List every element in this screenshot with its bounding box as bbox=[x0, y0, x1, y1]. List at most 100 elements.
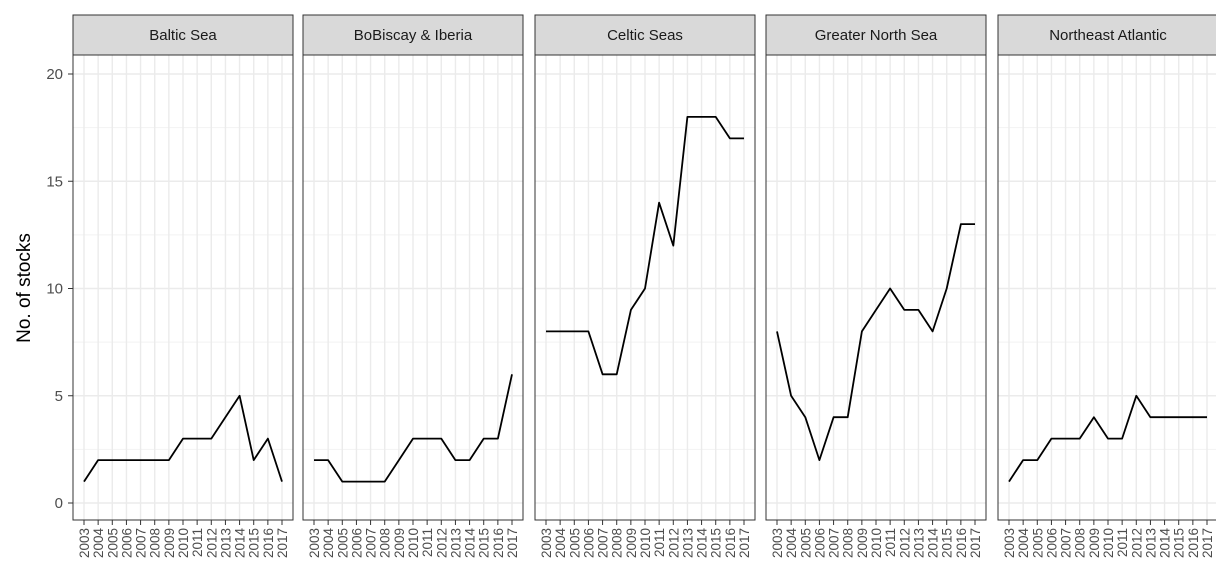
x-tick-label: 2009 bbox=[1087, 528, 1102, 558]
x-tick-label: 2017 bbox=[275, 528, 290, 558]
x-tick-label: 2010 bbox=[1101, 528, 1116, 558]
x-tick-label: 2015 bbox=[709, 528, 724, 558]
x-tick-label: 2007 bbox=[1059, 528, 1074, 558]
facet-title: Northeast Atlantic bbox=[1049, 27, 1167, 44]
x-tick-label: 2010 bbox=[176, 528, 191, 558]
facet-strip bbox=[997, 14, 1216, 56]
x-tick-label: 2011 bbox=[420, 528, 435, 557]
y-axis-label: No. of stocks bbox=[14, 233, 35, 343]
x-tick-label: 2012 bbox=[434, 528, 449, 558]
x-tick-label: 2015 bbox=[1172, 528, 1187, 558]
x-tick-label: 2007 bbox=[134, 528, 149, 558]
series-line bbox=[776, 223, 975, 462]
facet-title: Greater North Sea bbox=[815, 27, 938, 44]
x-tick-label: 2011 bbox=[190, 528, 205, 557]
x-tick-label: 2010 bbox=[638, 528, 653, 558]
x-tick-label: 2009 bbox=[855, 528, 870, 558]
y-tick-label: 20 bbox=[46, 66, 63, 83]
x-tick-label: 2006 bbox=[581, 528, 596, 558]
x-tick-label: 2003 bbox=[1002, 528, 1017, 558]
x-tick-label: 2006 bbox=[119, 528, 134, 558]
x-tick-label: 2016 bbox=[723, 528, 738, 558]
x-tick-label: 2009 bbox=[392, 528, 407, 558]
x-tick-label: 2016 bbox=[491, 528, 506, 558]
x-tick-label: 2003 bbox=[770, 528, 785, 558]
facet-strip bbox=[72, 14, 294, 56]
series-line bbox=[314, 374, 513, 483]
x-tick-label: 2008 bbox=[148, 528, 163, 558]
y-tick-label: 10 bbox=[46, 281, 63, 298]
x-tick-label: 2007 bbox=[827, 528, 842, 558]
x-tick-label: 2012 bbox=[897, 528, 912, 558]
x-tick-label: 2010 bbox=[406, 528, 421, 558]
x-tick-label: 2013 bbox=[1143, 528, 1158, 558]
panel-background bbox=[998, 55, 1216, 520]
x-tick-label: 2014 bbox=[463, 528, 478, 559]
x-tick-label: 2004 bbox=[91, 528, 106, 559]
y-tick-label: 5 bbox=[55, 388, 63, 405]
x-tick-label: 2005 bbox=[1030, 528, 1045, 558]
x-tick-label: 2005 bbox=[567, 528, 582, 558]
x-tick-label: 2010 bbox=[869, 528, 884, 558]
x-tick-label: 2009 bbox=[624, 528, 639, 558]
x-tick-label: 2014 bbox=[233, 528, 248, 559]
x-tick-label: 2005 bbox=[105, 528, 120, 558]
x-tick-label: 2015 bbox=[940, 528, 955, 558]
x-tick-label: 2008 bbox=[378, 528, 393, 558]
x-tick-label: 2008 bbox=[610, 528, 625, 558]
x-tick-label: 2017 bbox=[737, 528, 752, 558]
x-tick-label: 2006 bbox=[1044, 528, 1059, 558]
x-tick-label: 2008 bbox=[841, 528, 856, 558]
facet-strip bbox=[765, 14, 987, 56]
x-tick-label: 2007 bbox=[364, 528, 379, 558]
series-line bbox=[546, 116, 744, 376]
x-tick-label: 2016 bbox=[1186, 528, 1201, 558]
y-tick-label: 0 bbox=[55, 495, 63, 512]
x-tick-label: 2011 bbox=[652, 528, 667, 557]
x-tick-label: 2011 bbox=[883, 528, 898, 557]
x-tick-label: 2016 bbox=[954, 528, 969, 558]
facet-strip bbox=[534, 14, 756, 56]
x-tick-label: 2003 bbox=[539, 528, 554, 558]
x-tick-label: 2014 bbox=[1158, 528, 1173, 559]
series-line bbox=[83, 394, 283, 483]
x-tick-label: 2009 bbox=[162, 528, 177, 558]
x-tick-label: 2004 bbox=[321, 528, 336, 559]
facet-title: Celtic Seas bbox=[607, 27, 683, 44]
x-tick-label: 2015 bbox=[247, 528, 262, 558]
x-tick-label: 2017 bbox=[968, 528, 983, 558]
series-line bbox=[1008, 394, 1207, 483]
x-tick-label: 2012 bbox=[666, 528, 681, 558]
x-tick-label: 2006 bbox=[349, 528, 364, 558]
x-tick-label: 2014 bbox=[926, 528, 941, 559]
x-tick-label: 2012 bbox=[204, 528, 219, 558]
x-tick-label: 2017 bbox=[505, 528, 520, 558]
x-tick-label: 2013 bbox=[680, 528, 695, 558]
x-tick-label: 2005 bbox=[798, 528, 813, 558]
x-tick-label: 2013 bbox=[448, 528, 463, 558]
x-tick-label: 2004 bbox=[1016, 528, 1031, 559]
x-tick-label: 2012 bbox=[1129, 528, 1144, 558]
x-tick-label: 2017 bbox=[1200, 528, 1215, 558]
y-tick-label: 15 bbox=[46, 173, 63, 190]
facet-title: Baltic Sea bbox=[149, 27, 217, 44]
facet-strip bbox=[302, 14, 524, 56]
x-tick-label: 2016 bbox=[261, 528, 276, 558]
x-tick-label: 2004 bbox=[553, 528, 568, 559]
facet-panel: Northeast Atlantic 2003 2004 2005 2006 2007 20… bbox=[997, 14, 1216, 559]
x-tick-label: 2006 bbox=[812, 528, 827, 558]
x-tick-label: 2003 bbox=[77, 528, 92, 558]
x-tick-label: 2003 bbox=[307, 528, 322, 558]
x-tick-label: 2014 bbox=[695, 528, 710, 559]
x-tick-label: 2004 bbox=[784, 528, 799, 559]
x-tick-label: 2007 bbox=[596, 528, 611, 558]
x-tick-label: 2005 bbox=[335, 528, 350, 558]
facet-title: BoBiscay & Iberia bbox=[354, 27, 473, 44]
x-tick-label: 2013 bbox=[911, 528, 926, 558]
